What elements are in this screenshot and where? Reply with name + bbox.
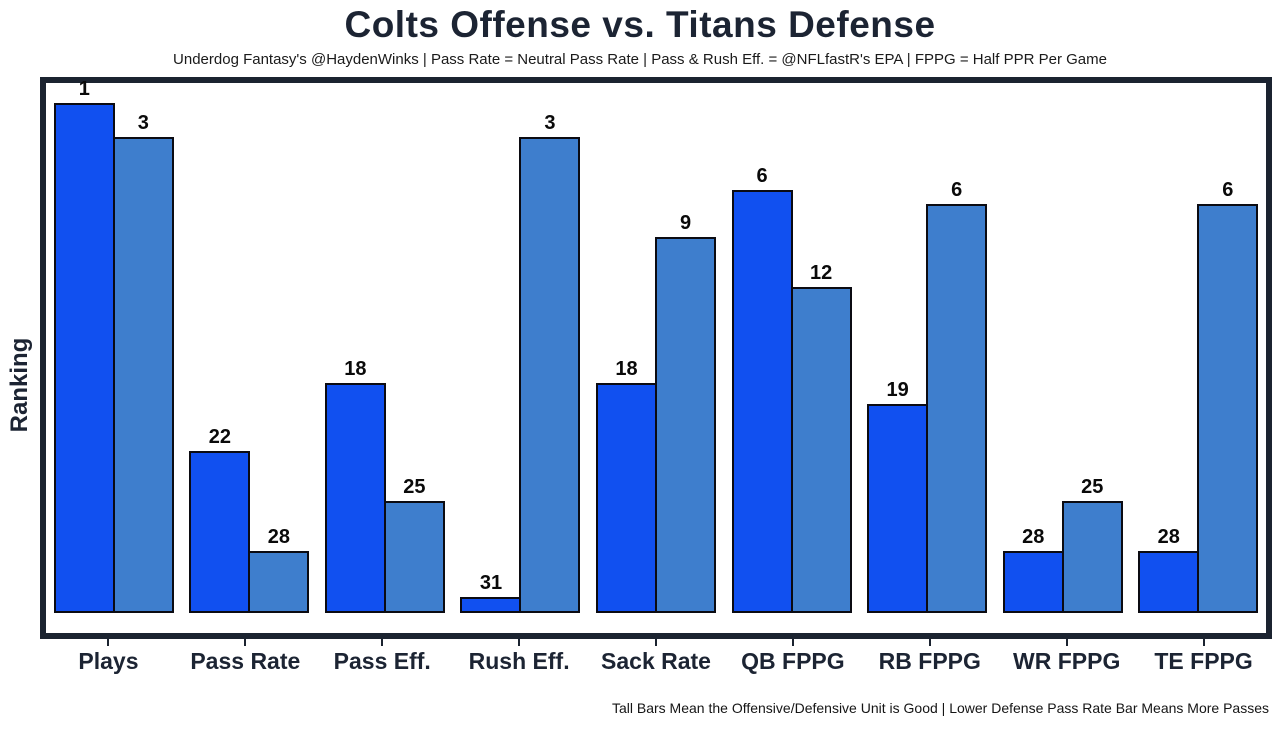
- x-axis-label: QB FPPG: [741, 648, 845, 674]
- defense-bar-value-label: 12: [809, 262, 833, 284]
- defense-bar: 28: [248, 526, 310, 613]
- defense-bar-value-label: 6: [951, 179, 963, 201]
- offense-bar: 1: [53, 78, 115, 613]
- defense-bar: 6: [926, 179, 988, 613]
- bar-group-rb-fppg: 19 6: [859, 83, 995, 633]
- x-axis-cell: WR FPPG: [998, 639, 1135, 681]
- offense-bar-value-label: 22: [208, 426, 231, 448]
- bar-group-wr-fppg: 28 25: [995, 83, 1131, 633]
- axis-tick: [1065, 639, 1068, 646]
- defense-bar-value-label: 3: [544, 112, 556, 134]
- x-axis-cell: QB FPPG: [724, 639, 861, 681]
- defense-bar-value-label: 9: [679, 212, 692, 234]
- x-axis-cell: Sack Rate: [588, 639, 725, 681]
- axis-tick: [791, 639, 794, 646]
- axis-tick: [655, 639, 657, 646]
- offense-bar: 22: [189, 426, 251, 613]
- defense-bar: 6: [1197, 179, 1259, 613]
- bar-group-qb-fppg: 6 12: [724, 83, 860, 633]
- chart-subtitle: Underdog Fantasy's @HaydenWinks | Pass R…: [173, 51, 1107, 68]
- chart-caption: Tall Bars Mean the Offensive/Defensive U…: [611, 700, 1269, 716]
- axis-tick: [381, 639, 384, 646]
- x-axis-cell: Plays: [40, 639, 177, 681]
- x-axis-label: Pass Rate: [190, 648, 301, 674]
- offense-bar: 28: [1138, 526, 1200, 613]
- offense-bar: 18: [324, 358, 386, 613]
- offense-bar-value-label: 28: [1022, 526, 1045, 548]
- x-axis-label: Sack Rate: [601, 648, 711, 674]
- defense-bar: 3: [519, 112, 581, 613]
- bar-group-te-fppg: 28 6: [1131, 83, 1267, 633]
- x-axis-label: WR FPPG: [1013, 648, 1121, 674]
- offense-bar: 18: [596, 358, 658, 613]
- offense-bar: 28: [1002, 526, 1064, 613]
- defense-bar-value-label: 25: [1081, 476, 1104, 498]
- x-axis-cell: Pass Rate: [177, 639, 314, 681]
- offense-bar-value-label: 1: [78, 78, 90, 100]
- offense-bar-value-label: 18: [615, 358, 638, 380]
- defense-bar: 25: [1061, 476, 1123, 613]
- defense-bar: 12: [790, 262, 852, 613]
- axis-tick: [244, 639, 247, 646]
- axis-tick: [1202, 639, 1205, 646]
- offense-bar-value-label: 31: [479, 572, 503, 594]
- offense-bar-value-label: 6: [756, 165, 768, 187]
- y-axis-label: Ranking: [6, 337, 33, 433]
- offense-bar-value-label: 19: [886, 379, 909, 401]
- axis-tick: [928, 639, 931, 646]
- x-axis-cell: RB FPPG: [861, 639, 998, 681]
- defense-bar-value-label: 3: [137, 112, 149, 134]
- defense-bar: 25: [383, 476, 445, 613]
- defense-bar-value-label: 6: [1222, 179, 1234, 201]
- plot-panel: 1 3 22 28 18 25 31 3 18 9 6 12 19 6 28 25 28 6: [40, 77, 1272, 639]
- offense-bar-value-label: 28: [1157, 526, 1180, 548]
- x-axis: Plays Pass Rate Pass Eff. Rush Eff. Sack Rat…: [40, 639, 1272, 681]
- defense-bar: 3: [112, 112, 174, 613]
- offense-bar: 6: [731, 165, 793, 613]
- chart-title: Colts Offense vs. Titans Defense: [344, 4, 936, 45]
- x-axis-label: Rush Eff.: [468, 648, 570, 674]
- offense-bar: 19: [867, 379, 929, 613]
- axis-tick: [518, 639, 521, 646]
- defense-bar: 9: [655, 212, 717, 613]
- x-axis-cell: Pass Eff.: [314, 639, 451, 681]
- bar-group-pass-rate: 22 28: [182, 83, 318, 633]
- x-axis-label: Pass Eff.: [333, 648, 431, 674]
- bar-group-sack-rate: 18 9: [588, 83, 724, 633]
- x-axis-cell: TE FPPG: [1135, 639, 1272, 681]
- x-axis-label: Plays: [78, 648, 139, 674]
- offense-bar-value-label: 18: [344, 358, 367, 380]
- x-axis-cell: Rush Eff.: [451, 639, 588, 681]
- bar-group-pass-eff: 18 25: [317, 83, 453, 633]
- defense-bar-value-label: 28: [267, 526, 290, 548]
- bar-group-rush-eff: 31 3: [453, 83, 589, 633]
- x-axis-label: RB FPPG: [878, 648, 981, 674]
- axis-tick: [107, 639, 110, 646]
- x-axis-label: TE FPPG: [1154, 648, 1253, 674]
- offense-bar: 31: [460, 572, 522, 613]
- defense-bar-value-label: 25: [403, 476, 426, 498]
